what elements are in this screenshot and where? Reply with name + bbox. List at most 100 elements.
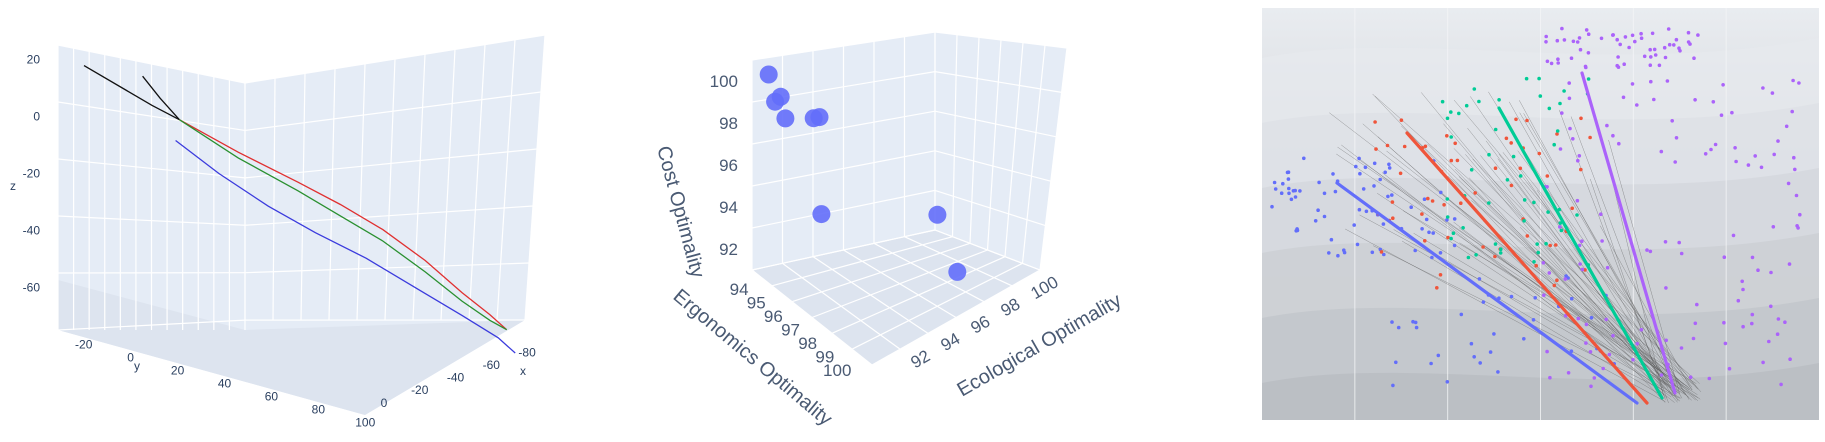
scatter-dot — [1435, 286, 1439, 290]
scatter-dot — [1792, 155, 1796, 160]
scatter-dot — [1575, 213, 1579, 217]
line3d-z-tick: -20 — [23, 166, 41, 180]
scatter-dot — [1576, 158, 1580, 163]
scatter-dot — [1793, 167, 1797, 172]
scatter-dot — [1509, 141, 1513, 145]
scatter-dot — [1493, 127, 1498, 132]
line3d-series-4 — [175, 139, 516, 354]
scatter-dot — [1293, 195, 1298, 199]
gridline — [904, 236, 1013, 287]
scatter3d-z-ticks: 92 94 96 98 100 — [710, 72, 738, 259]
line3d-y-tick: 0 — [127, 350, 134, 364]
scatter-dot — [1665, 79, 1670, 83]
scatter-dot — [1509, 294, 1514, 299]
scatter-dot — [1382, 252, 1386, 257]
fan-ray — [1377, 136, 1664, 392]
scatter-dot — [1719, 113, 1724, 117]
gridline — [871, 269, 1041, 366]
scatter-dot — [1394, 360, 1398, 365]
scatter-dot — [1798, 212, 1802, 217]
fan-ray — [1336, 153, 1690, 391]
scatter-dot — [1664, 286, 1668, 290]
scatter-dot — [1639, 36, 1644, 40]
scatter-dot — [1552, 142, 1556, 147]
scatter-dot — [1541, 261, 1546, 265]
fan-ray — [1337, 146, 1681, 384]
scatter-dot — [1430, 199, 1435, 203]
scatter3d-points — [759, 65, 967, 281]
scatter-dot — [1374, 147, 1378, 151]
scatter-dot — [1797, 81, 1801, 85]
scatter-dot — [1493, 242, 1498, 246]
scatter-dot — [1630, 33, 1635, 38]
fan-ray — [1465, 154, 1663, 389]
scatter-dot — [1734, 159, 1738, 164]
scatter-dot — [1575, 40, 1580, 44]
scatter-dot — [1364, 209, 1369, 214]
scatter-dot — [1761, 360, 1765, 365]
scatter-dot — [1477, 277, 1482, 281]
scatter-dot — [1616, 65, 1621, 69]
scatter-dot — [1498, 251, 1503, 255]
scatter-dot — [1355, 242, 1360, 247]
gridline — [356, 63, 366, 321]
gridline — [57, 158, 246, 179]
scatter-dot — [1711, 100, 1716, 104]
line3d-gridlines — [57, 34, 546, 331]
line3d-series-1 — [142, 75, 180, 121]
scatter-dot — [1554, 243, 1558, 247]
scatter-dot — [1769, 270, 1773, 275]
scatter-dot — [1466, 255, 1471, 260]
fan-ray — [1608, 139, 1680, 394]
trend-line-3 — [1580, 71, 1677, 395]
scatter-dot — [1449, 158, 1454, 163]
scatter-dot — [1592, 376, 1597, 380]
gridline — [244, 91, 542, 132]
scatter-dot — [1372, 161, 1377, 166]
gridline — [986, 39, 1002, 251]
line3d-x-tick: -60 — [483, 358, 501, 372]
scatter-dot — [1449, 135, 1453, 139]
line3d-floor — [58, 280, 525, 415]
scatter-dot — [1584, 65, 1588, 70]
scatter-dot — [1390, 193, 1394, 197]
line3d-x-tick: 0 — [381, 396, 388, 410]
scatter3d-y-tick: 94 — [730, 280, 749, 299]
scatter-dot — [1535, 242, 1539, 246]
scatter-dot — [1670, 119, 1674, 123]
scatter-dot — [1547, 106, 1552, 111]
scatter-dot — [1385, 143, 1390, 148]
scatter-dot — [1322, 214, 1327, 219]
scatter3d-point-5 — [810, 108, 829, 127]
scatter-dot — [1776, 317, 1781, 321]
scatter-dot — [1622, 62, 1626, 66]
scatter-dot — [1555, 132, 1559, 136]
scatter-dot — [1648, 63, 1653, 67]
fan-ray — [1502, 152, 1693, 391]
scatter-dot — [1487, 152, 1491, 157]
gridline — [934, 31, 1068, 49]
scatter-dot — [1736, 298, 1741, 303]
scatter-dot — [1449, 236, 1453, 241]
gridline — [1021, 45, 1046, 264]
scatter-dot — [1677, 240, 1681, 245]
scatter-dot — [1542, 293, 1546, 298]
scatter-dot — [1455, 158, 1460, 163]
scatter-dot — [1618, 42, 1622, 47]
scatter-dot — [1579, 116, 1583, 121]
scatter-dot — [1588, 350, 1593, 354]
gridline — [300, 73, 306, 321]
scatter-dot — [1499, 247, 1503, 251]
scatter-dot — [1589, 315, 1594, 320]
scatter3d-y-tick: 95 — [747, 293, 766, 312]
scatter3d-z-tick: 98 — [719, 114, 738, 133]
scatter-dot — [1531, 318, 1536, 322]
scatter-dot — [1436, 353, 1441, 358]
scatter-dot — [1775, 332, 1780, 337]
gridline — [934, 150, 1051, 182]
scatter-dot — [1402, 144, 1407, 149]
scatter-dot — [1645, 248, 1649, 252]
scatter-dot — [1413, 248, 1417, 253]
scatter-dot — [1779, 382, 1783, 387]
scatter-dot — [1289, 197, 1294, 202]
